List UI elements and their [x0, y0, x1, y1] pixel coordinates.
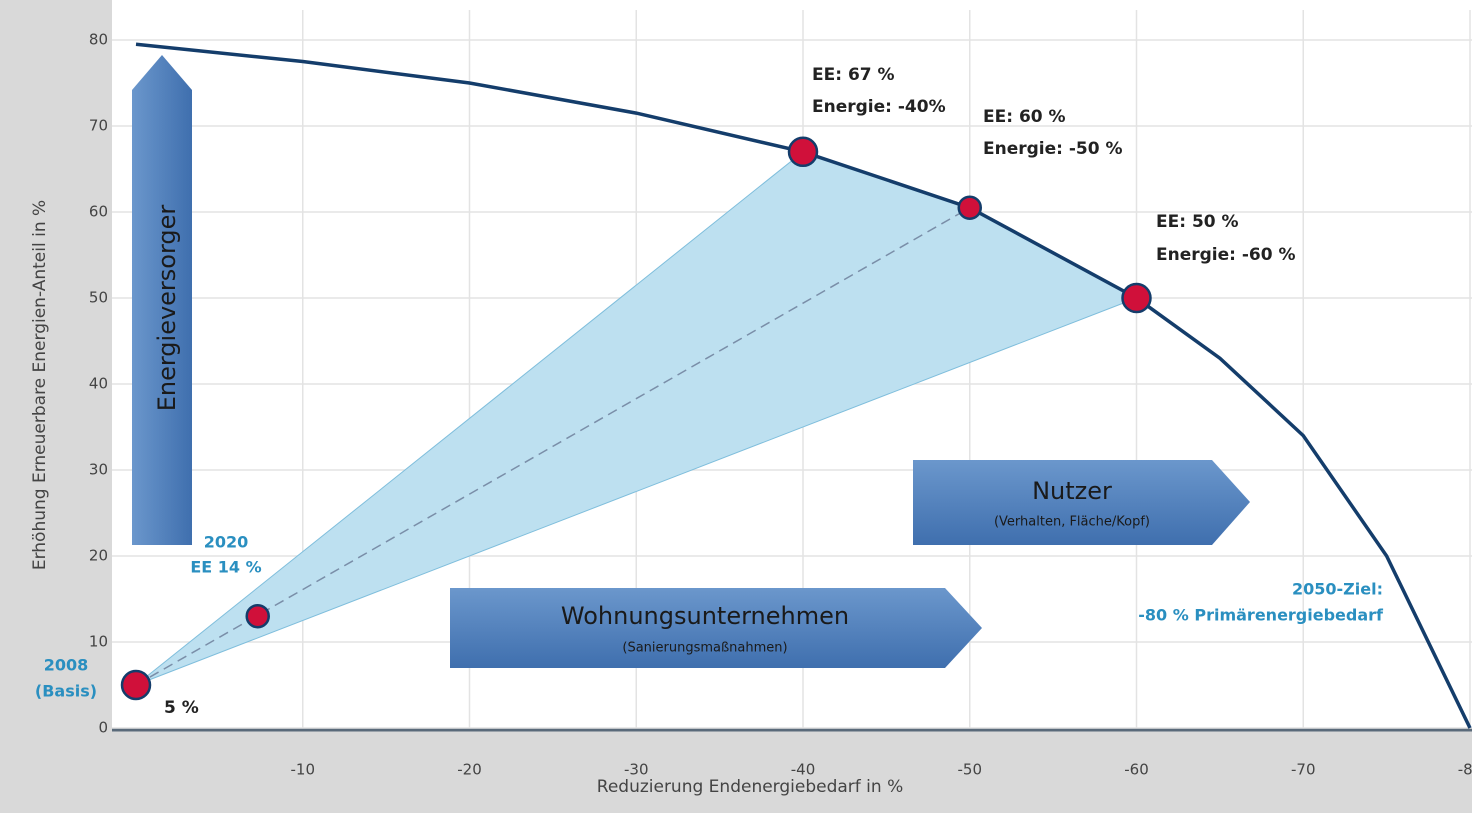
x-tick-label: -80	[1458, 761, 1472, 779]
y-axis-band	[0, 0, 112, 813]
x-tick-label: -10	[291, 761, 316, 779]
point	[787, 136, 819, 168]
housing-label: Wohnungsunternehmen	[561, 602, 849, 630]
y-tick-label: 10	[89, 633, 108, 651]
x-tick-label: -70	[1291, 761, 1316, 779]
annotation: EE 14 %	[190, 558, 261, 577]
supplier-arrow	[132, 55, 192, 545]
annotation: EE: 50 %	[1156, 212, 1239, 232]
annotation: (Basis)	[35, 682, 97, 701]
y-axis-label: Erhöhung Erneuerbare Energien-Anteil in …	[30, 200, 50, 570]
housing-arrow	[450, 588, 982, 668]
annotation: EE: 60 %	[983, 107, 1066, 127]
y-tick-label: 20	[89, 547, 108, 565]
x-tick-label: -40	[791, 761, 816, 779]
point	[245, 603, 270, 629]
housing-sublabel: (Sanierungsmaßnahmen)	[622, 641, 787, 656]
point	[1121, 282, 1152, 314]
point	[957, 195, 982, 220]
annotation: 5 %	[164, 698, 199, 718]
annotation: EE: 67 %	[812, 65, 895, 85]
x-tick-label: -50	[958, 761, 983, 779]
x-tick-label: -30	[624, 761, 649, 779]
annotation: Energie: -40%	[812, 97, 946, 117]
y-tick-label: 40	[89, 375, 108, 393]
user-arrow	[913, 460, 1250, 545]
y-tick-label: 80	[89, 31, 108, 49]
annotation: -80 % Primärenergiebedarf	[1138, 606, 1384, 625]
x-axis-label: Reduzierung Endenergiebedarf in %	[597, 777, 903, 797]
supplier-label: Energieversorger	[153, 205, 181, 412]
y-tick-label: 50	[89, 289, 108, 307]
y-tick-label: 0	[98, 719, 108, 737]
user-label: Nutzer	[1032, 477, 1112, 505]
annotation: Energie: -50 %	[983, 139, 1123, 159]
annotation: Energie: -60 %	[1156, 245, 1296, 265]
x-tick-label: -20	[457, 761, 482, 779]
annotation: 2020	[204, 533, 249, 552]
y-tick-label: 70	[89, 117, 108, 135]
user-sublabel: (Verhalten, Fläche/Kopf)	[994, 515, 1150, 530]
point	[120, 669, 152, 701]
annotation: 2008	[44, 656, 89, 675]
x-tick-label: -60	[1124, 761, 1149, 779]
annotation: 2050-Ziel:	[1292, 580, 1383, 599]
y-tick-label: 60	[89, 203, 108, 221]
dashed-line	[135, 207, 971, 686]
x-axis-band	[0, 730, 1472, 813]
y-tick-label: 30	[89, 461, 108, 479]
